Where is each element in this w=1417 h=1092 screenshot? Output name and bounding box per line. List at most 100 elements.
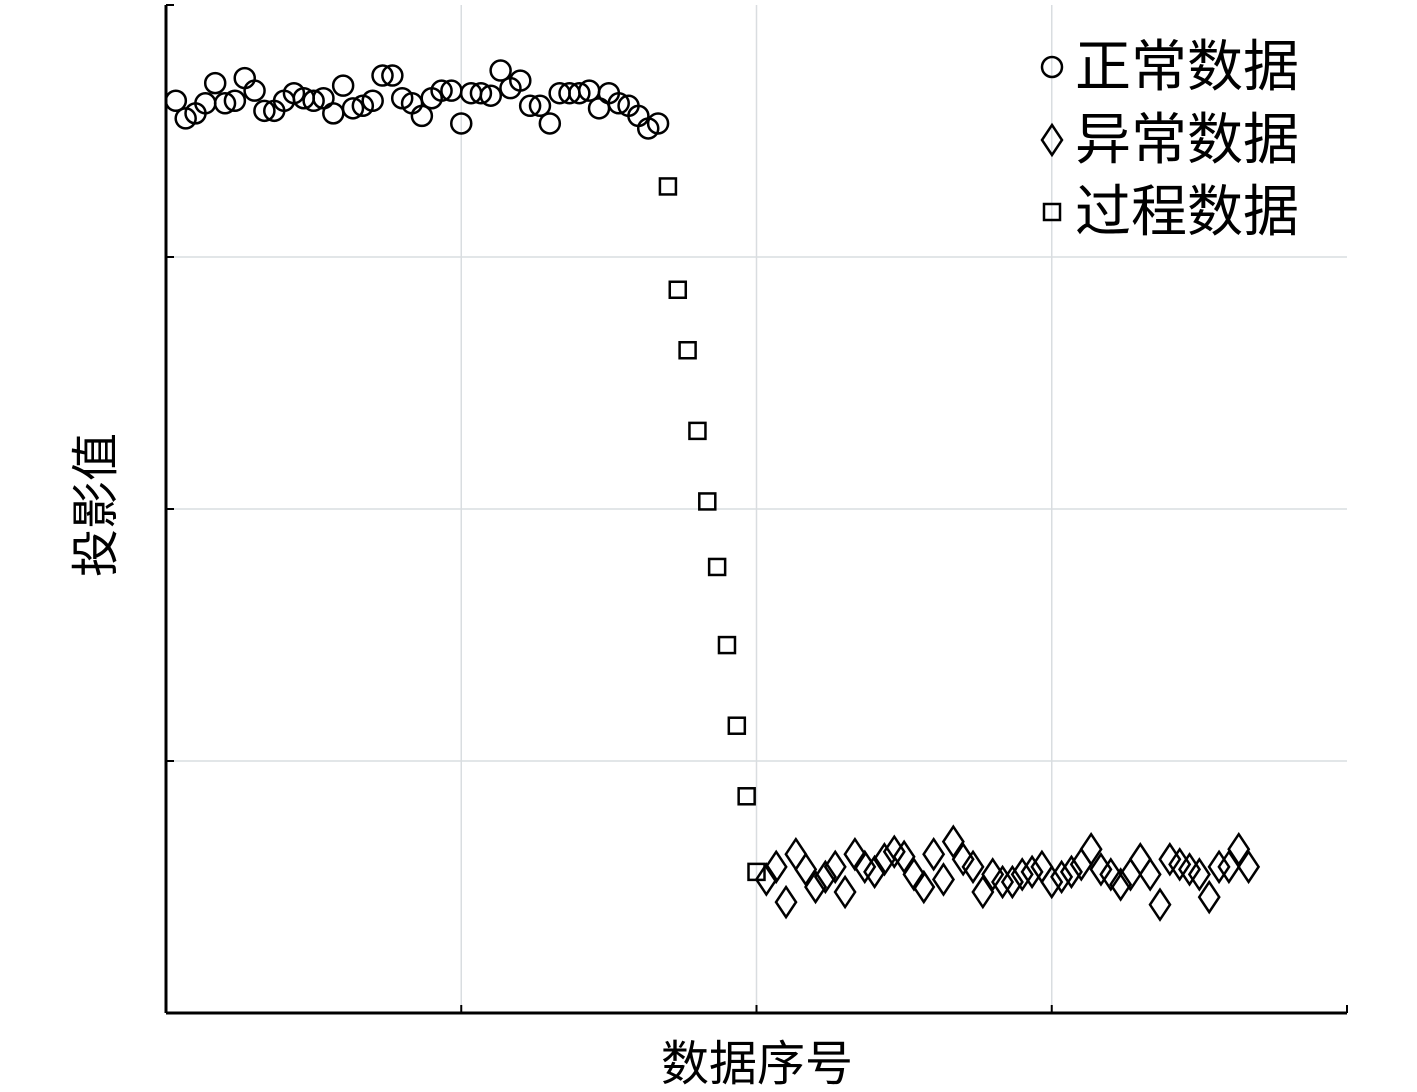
data-point-diamond	[1178, 852, 1202, 887]
data-point-diamond	[1109, 867, 1133, 902]
data-point-diamond	[774, 884, 798, 920]
data-point-circle	[430, 79, 453, 102]
data-point-diamond	[1128, 842, 1152, 877]
data-point-diamond	[892, 839, 916, 875]
data-point-circle	[568, 81, 591, 105]
legend-item: 过程数据	[1042, 180, 1299, 245]
data-point-diamond	[971, 874, 995, 910]
data-point-square	[678, 340, 697, 360]
data-point-circle	[253, 99, 276, 123]
legend-label: 异常数据	[1075, 108, 1299, 173]
data-point-diamond	[1148, 887, 1172, 922]
legend-label: 过程数据	[1075, 180, 1299, 245]
data-point-square	[688, 421, 707, 441]
axes	[164, 4, 1348, 1015]
data-point-diamond	[1040, 864, 1064, 900]
data-point-diamond	[912, 869, 936, 905]
data-point-circle	[233, 66, 256, 90]
data-point-circle	[489, 59, 512, 82]
series-diamond	[754, 824, 1261, 922]
data-point-circle	[538, 112, 562, 135]
data-point-square	[737, 787, 756, 806]
data-point-diamond	[882, 834, 906, 869]
data-point-circle	[371, 64, 394, 87]
grid-lines	[166, 5, 1347, 1013]
data-point-diamond	[931, 862, 955, 897]
data-point-diamond	[1227, 831, 1251, 867]
data-point-circle	[164, 89, 188, 113]
data-point-circle	[203, 71, 227, 95]
data-point-circle	[341, 97, 365, 120]
data-point-circle	[479, 84, 503, 107]
data-point-diamond	[1207, 849, 1231, 885]
data-point-circle	[450, 112, 473, 135]
data-point-circle	[646, 112, 670, 135]
data-point-diamond	[784, 836, 808, 872]
legend-marker-diamond	[1040, 122, 1064, 158]
data-point-square	[717, 635, 737, 655]
data-series	[164, 59, 1261, 922]
data-point-circle	[302, 89, 325, 113]
data-point-circle	[518, 94, 542, 118]
data-point-diamond	[804, 869, 828, 905]
data-point-circle	[213, 92, 237, 115]
data-point-circle	[223, 89, 247, 113]
data-point-diamond	[863, 854, 887, 890]
data-point-diamond	[1217, 849, 1241, 885]
data-point-diamond	[991, 864, 1015, 900]
data-point-circle	[322, 102, 345, 125]
series-square	[658, 177, 766, 882]
data-point-diamond	[764, 849, 788, 885]
data-point-diamond	[1079, 831, 1103, 867]
data-point-diamond	[1059, 854, 1083, 890]
legend-label: 正常数据	[1075, 35, 1299, 100]
data-point-circle	[410, 104, 434, 128]
data-point-diamond	[951, 842, 975, 877]
data-point-square	[658, 177, 678, 196]
data-point-circle	[509, 69, 532, 92]
legend-item: 正常数据	[1040, 35, 1299, 100]
data-point-diamond	[1000, 864, 1024, 900]
data-point-diamond	[1158, 842, 1182, 877]
data-point-circle	[381, 64, 404, 87]
data-point-diamond	[981, 857, 1005, 892]
data-point-diamond	[1099, 857, 1123, 892]
data-point-square	[707, 557, 727, 577]
data-point-circle	[331, 74, 355, 97]
data-point-diamond	[1020, 854, 1044, 890]
data-point-circle	[361, 89, 384, 113]
data-point-square	[668, 280, 688, 300]
data-point-diamond	[1010, 857, 1034, 892]
legend-item: 异常数据	[1040, 108, 1299, 173]
data-point-circle	[587, 97, 611, 120]
data-point-circle	[469, 81, 493, 105]
data-point-circle	[528, 94, 552, 118]
data-point-diamond	[794, 852, 818, 887]
data-point-square	[727, 716, 747, 735]
data-point-diamond	[1237, 849, 1261, 885]
data-point-diamond	[1168, 847, 1192, 882]
data-point-diamond	[941, 824, 965, 859]
data-point-diamond	[1187, 857, 1211, 892]
series-circle	[164, 59, 670, 140]
data-point-circle	[607, 92, 630, 115]
data-point-diamond	[961, 849, 985, 885]
data-point-diamond	[823, 849, 847, 885]
data-point-diamond	[833, 874, 857, 910]
data-point-diamond	[754, 862, 778, 897]
data-point-square	[747, 862, 766, 882]
data-point-diamond	[813, 859, 837, 895]
data-point-diamond	[1069, 847, 1093, 882]
data-point-diamond	[1138, 857, 1162, 892]
y-axis-title: 投影值	[68, 433, 124, 577]
data-point-diamond	[1197, 879, 1221, 915]
data-point-diamond	[922, 836, 946, 872]
data-point-circle	[243, 79, 266, 102]
x-axis-title: 数据序号	[661, 1036, 853, 1092]
data-point-square	[698, 492, 717, 511]
legend-marker-circle	[1040, 55, 1064, 79]
data-point-diamond	[872, 842, 896, 877]
data-point-diamond	[1050, 859, 1074, 895]
